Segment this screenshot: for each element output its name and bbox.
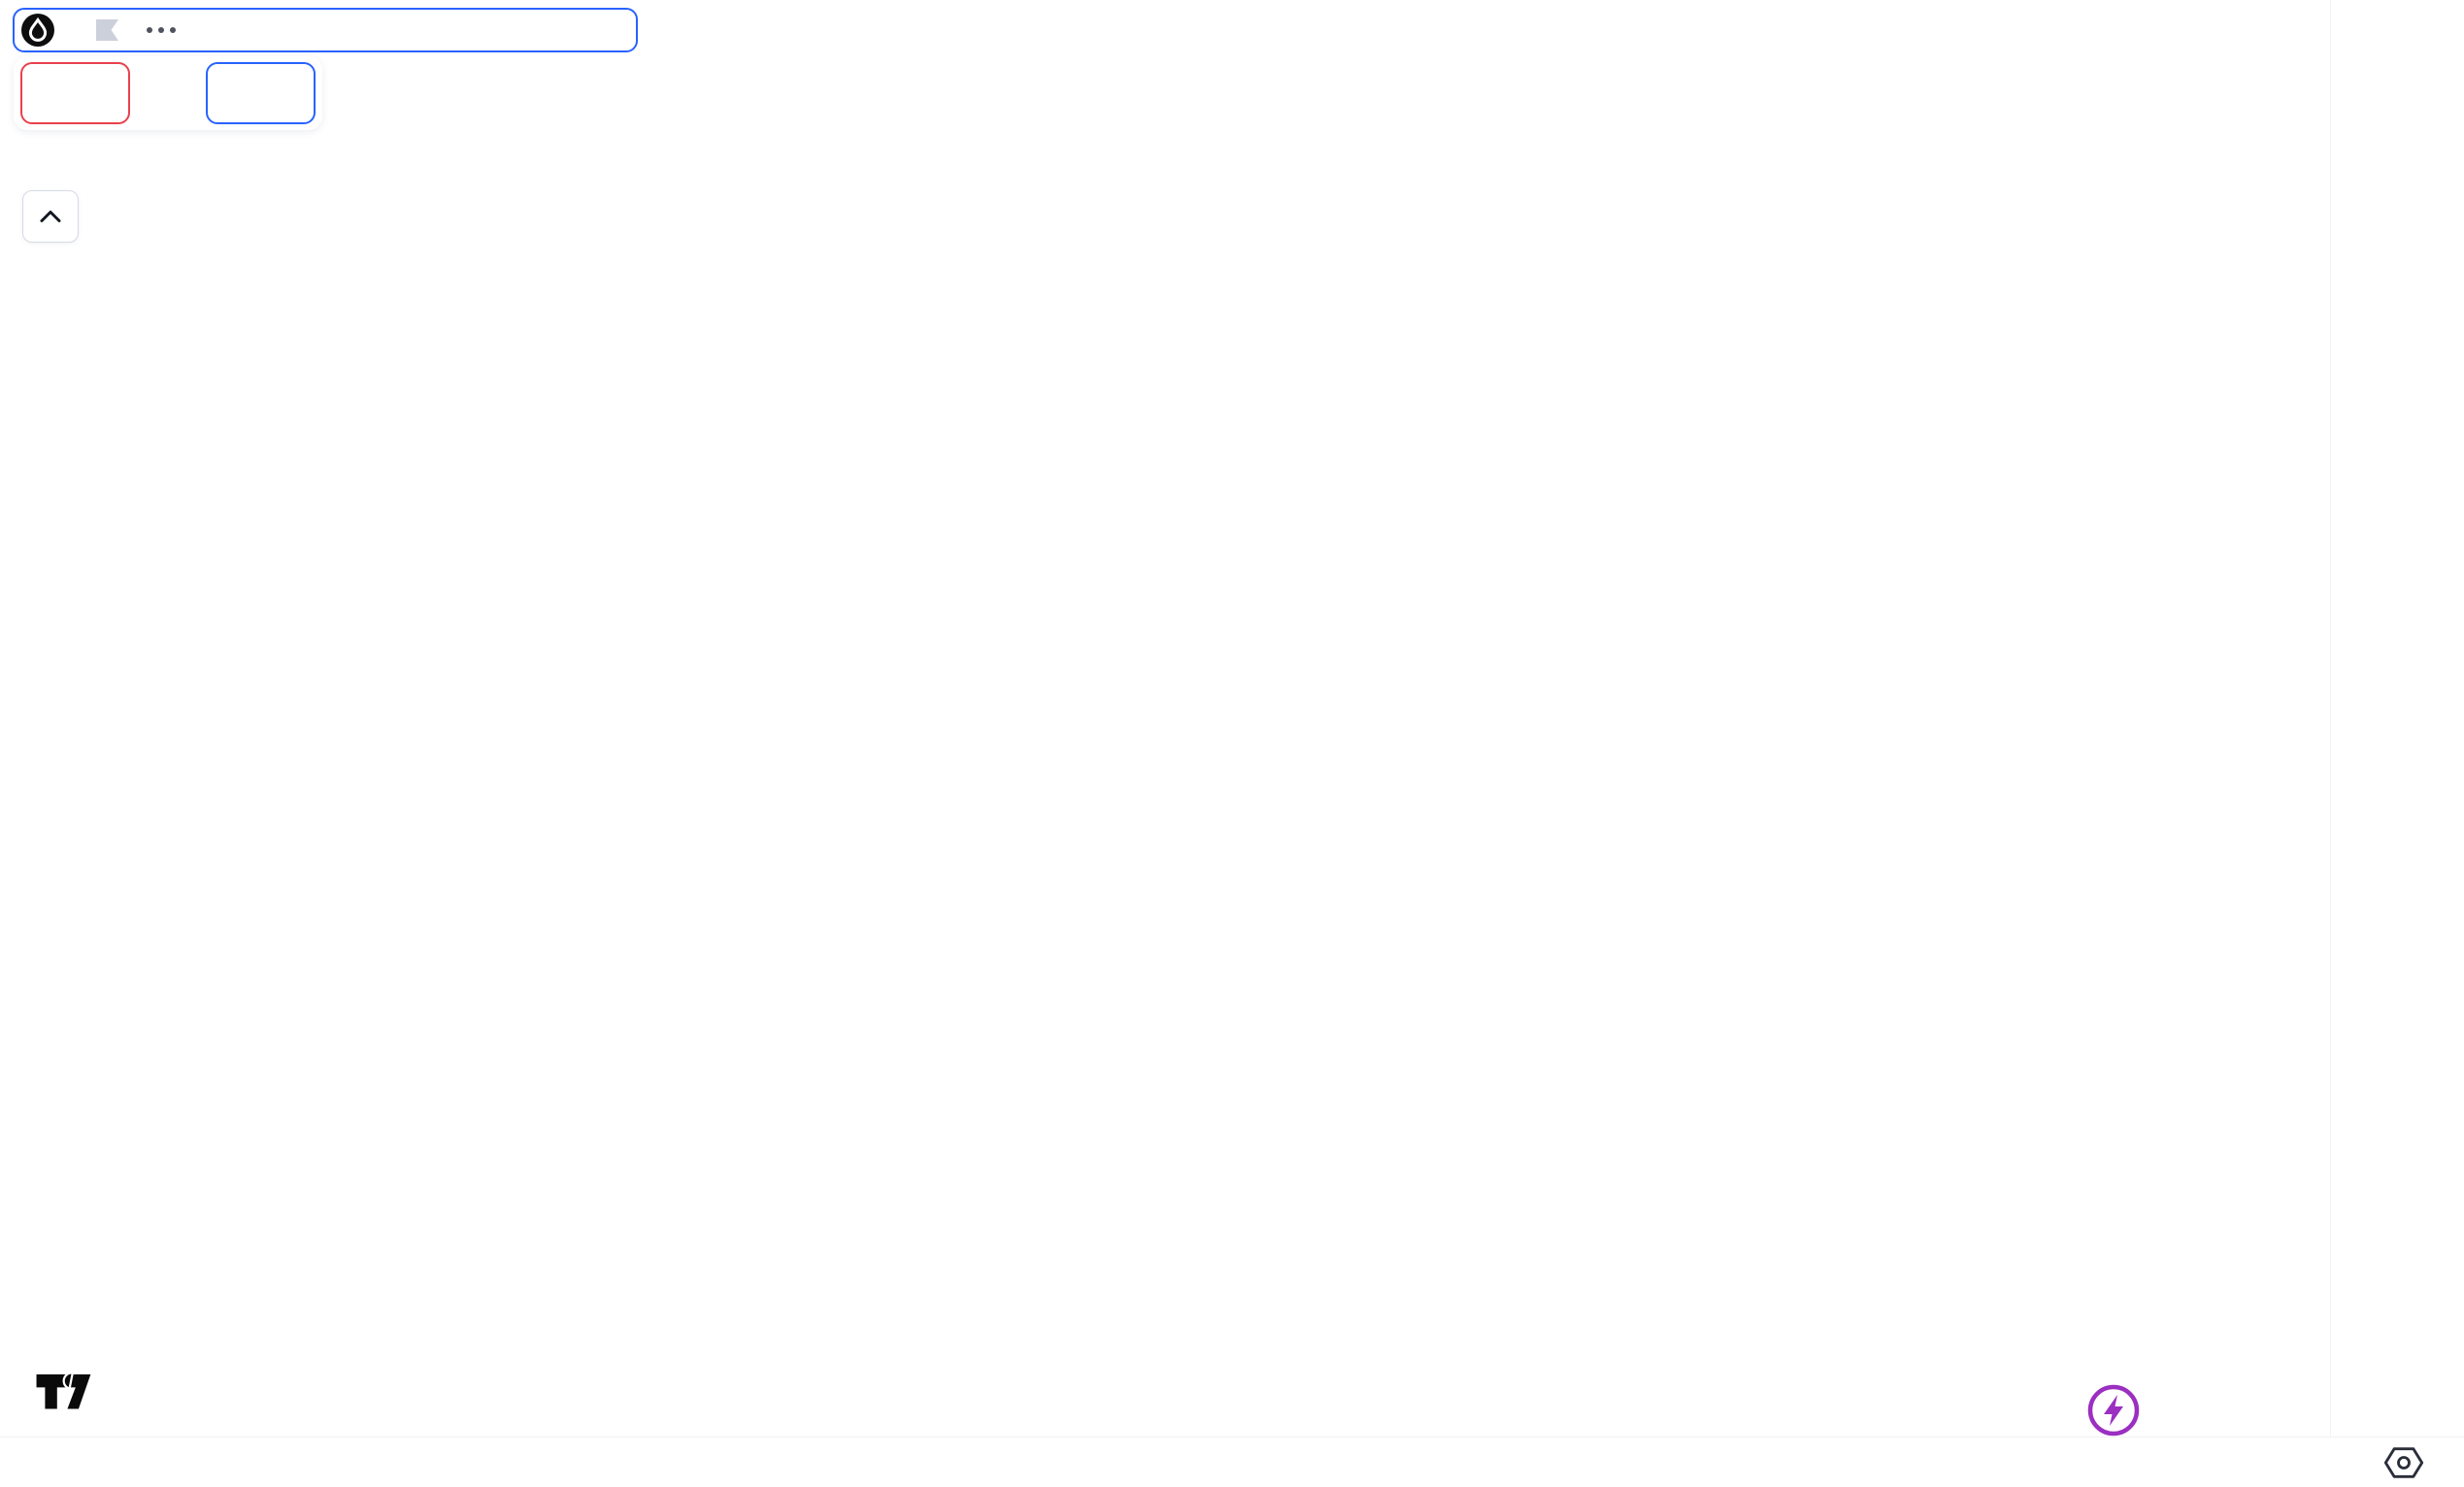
more-options-icon[interactable] [145,25,178,35]
trade-widget [14,56,322,130]
realtime-data-icon[interactable] [2085,1382,2142,1438]
chevron-up-icon [40,211,61,222]
volume-legend [16,136,52,177]
oil-symbol-icon [21,14,54,47]
time-axis[interactable] [0,1437,2464,1487]
sell-button[interactable] [20,62,130,124]
axis-settings-icon[interactable] [2382,1441,2425,1484]
price-axis[interactable] [2330,0,2464,1437]
tradingview-watermark [33,1363,103,1417]
last-price-label-edge [2453,0,2462,52]
last-price-label [2355,0,2449,52]
buy-button[interactable] [206,62,316,124]
flag-icon[interactable] [92,16,121,45]
volume-axis-badge [2355,1403,2402,1435]
symbol-selector[interactable] [13,8,638,52]
tradingview-logo-icon [34,1371,93,1411]
collapse-panel-button[interactable] [22,190,79,243]
